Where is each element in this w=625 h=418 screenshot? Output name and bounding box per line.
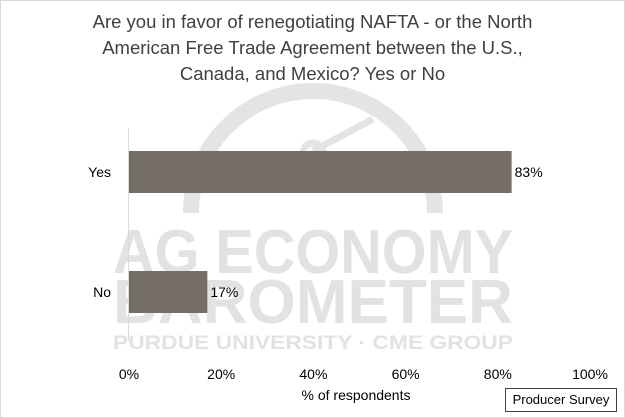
x-tick-label: 20%	[207, 366, 235, 382]
x-tick-label: 40%	[299, 366, 327, 382]
category-label-no: No	[93, 284, 111, 300]
x-tick-label: 80%	[484, 366, 512, 382]
data-label-yes: 83%	[515, 164, 543, 180]
x-axis-label: % of respondents	[301, 387, 411, 403]
category-label-yes: Yes	[88, 164, 111, 180]
x-tick-label: 0%	[119, 366, 139, 382]
survey-note: Producer Survey	[505, 388, 617, 412]
x-tick-label: 60%	[392, 366, 420, 382]
x-tick-label: 100%	[572, 366, 608, 382]
bar-yes	[129, 151, 512, 193]
bar-no	[129, 271, 208, 313]
chart-title: Are you in favor of renegotiating NAFTA …	[92, 11, 533, 84]
data-label-no: 17%	[210, 284, 238, 300]
